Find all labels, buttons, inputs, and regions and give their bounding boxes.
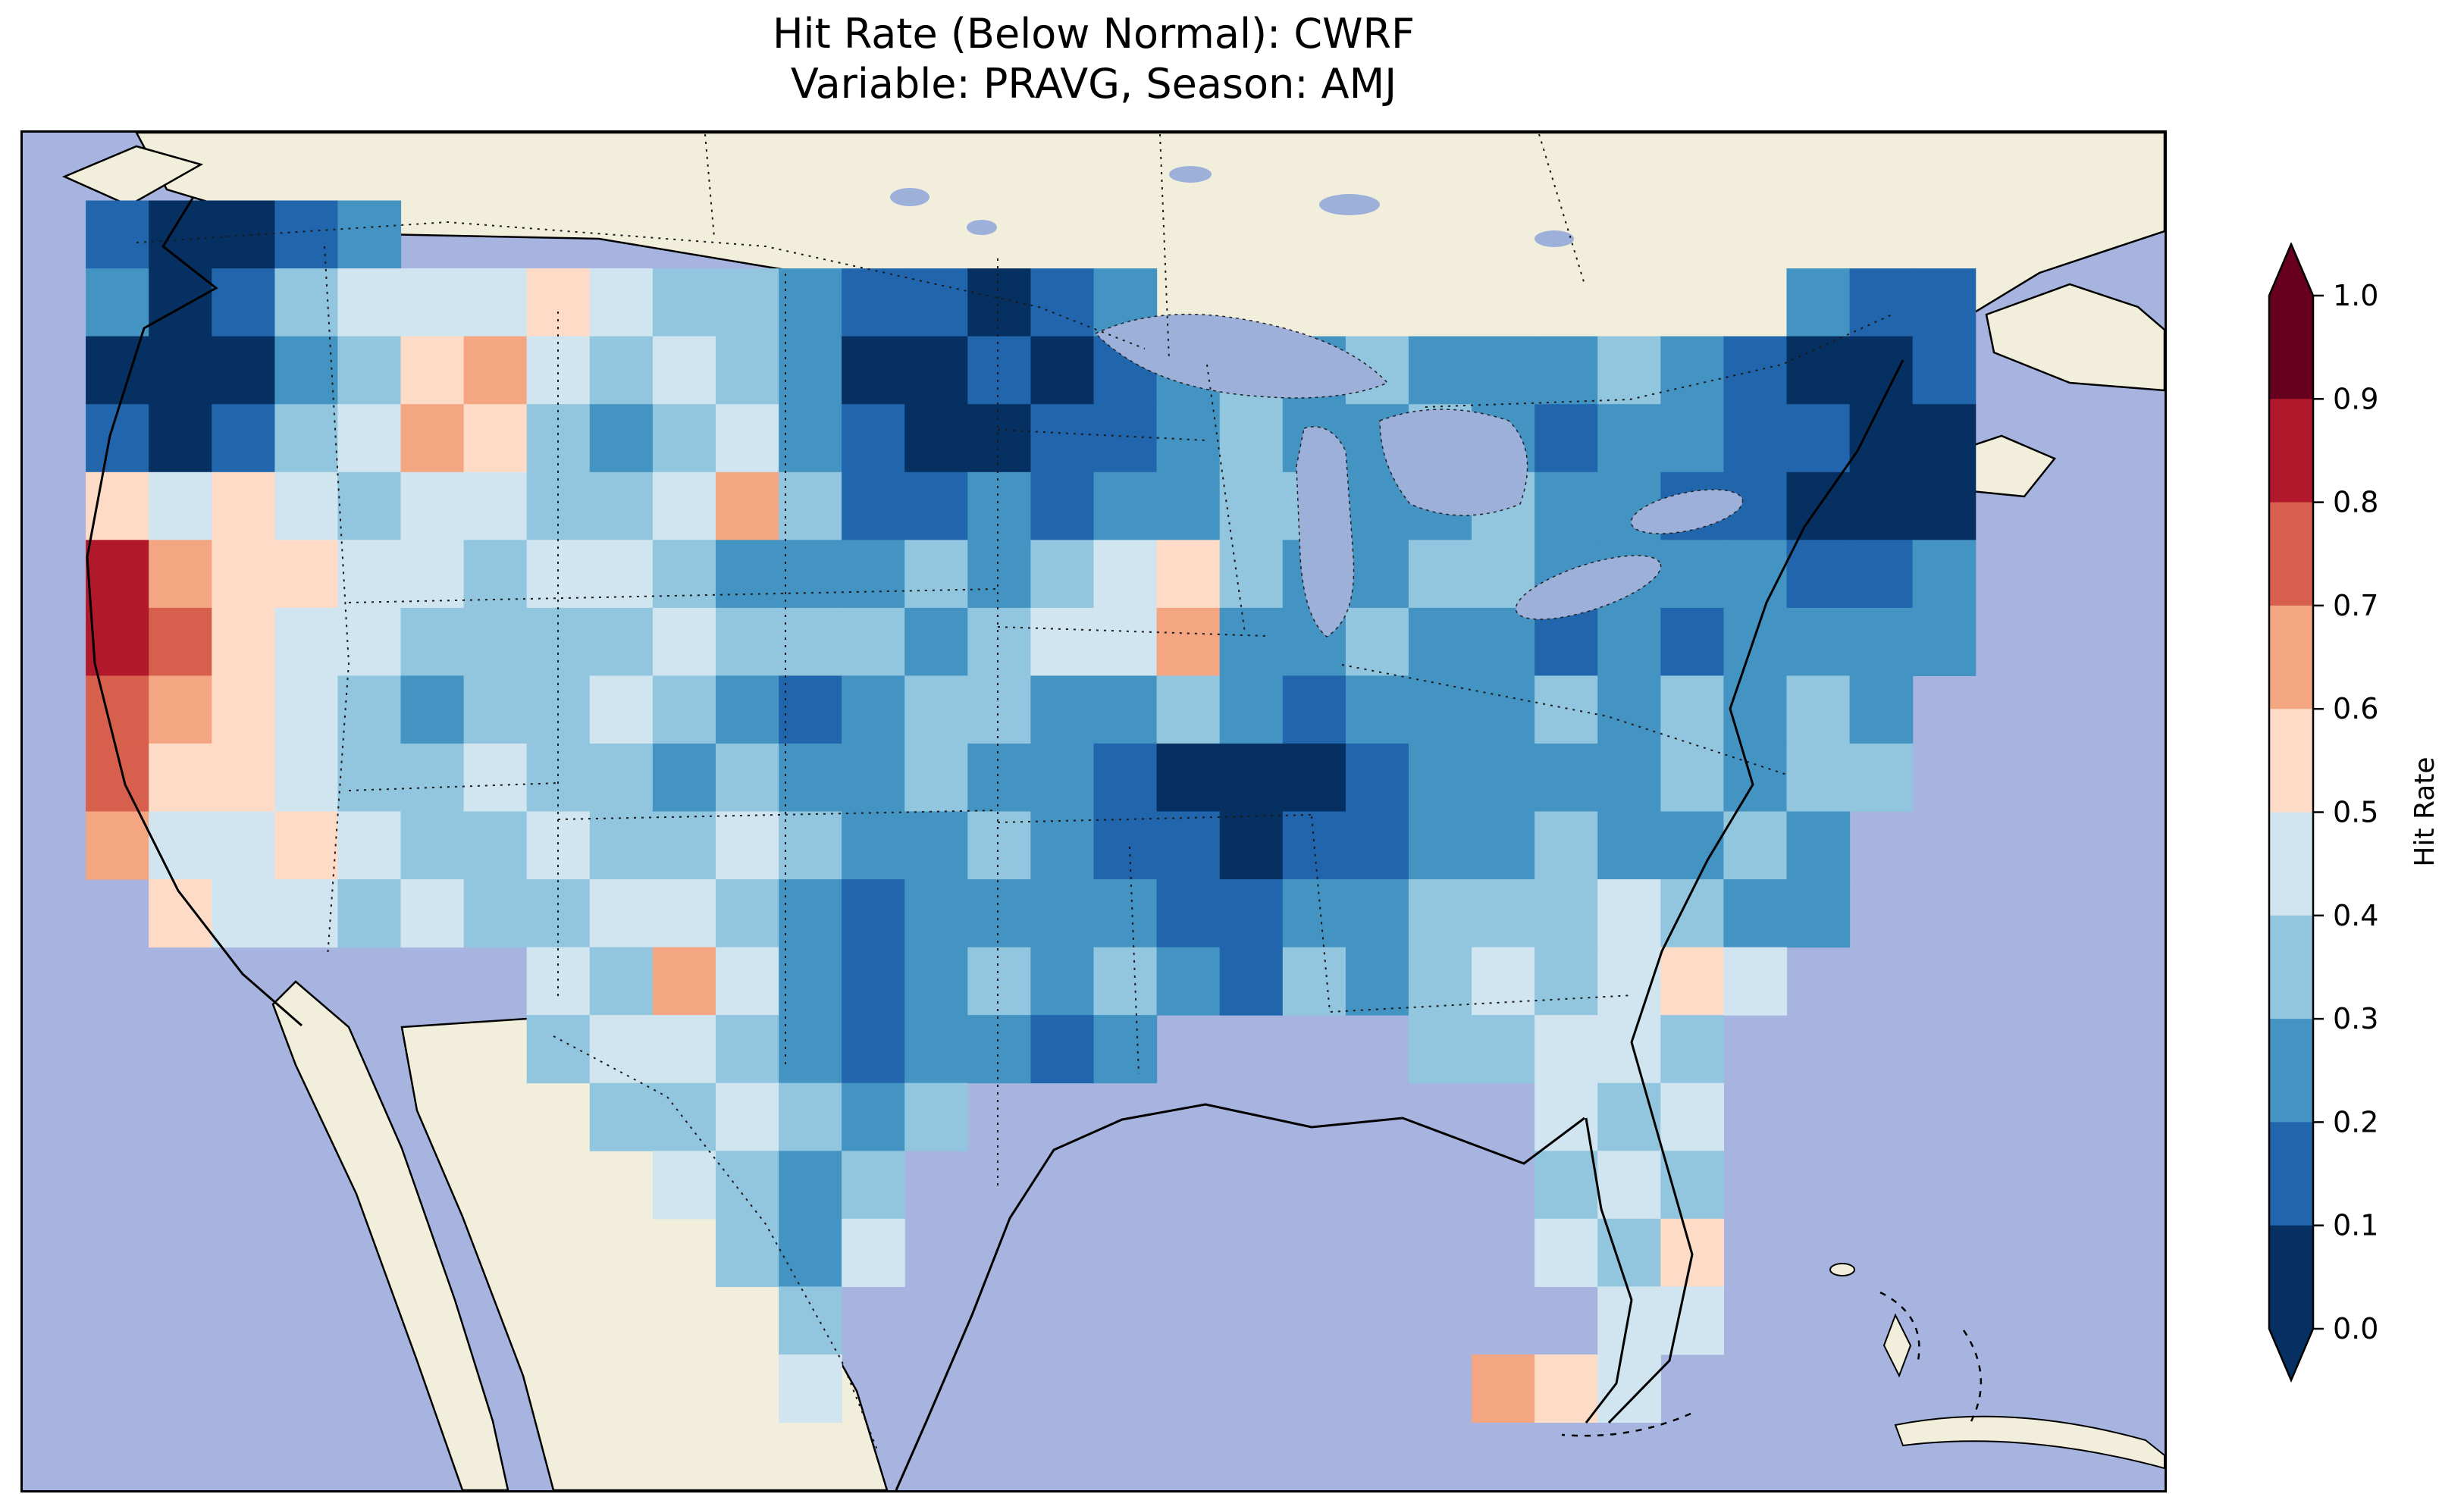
bahamas-island xyxy=(1830,1264,1854,1276)
canadian-lake-icon xyxy=(890,188,929,206)
colorbar-axis-label: Hit Rate xyxy=(2409,756,2440,866)
canadian-lake-icon xyxy=(1169,166,1212,183)
canadian-lake-icon xyxy=(1535,230,1574,247)
colorbar-under-arrow xyxy=(2269,1329,2313,1380)
colorbar-tick-label: 0.9 xyxy=(2333,382,2378,415)
chart-title: Hit Rate (Below Normal): CWRF Variable: … xyxy=(23,9,2165,109)
map-svg xyxy=(23,133,2165,1490)
colorbar-tick-label: 0.8 xyxy=(2333,486,2378,519)
canadian-lake-icon xyxy=(967,220,997,235)
colorbar-tick-label: 0.2 xyxy=(2333,1105,2378,1139)
chart-title-line2: Variable: PRAVG, Season: AMJ xyxy=(23,59,2165,109)
colorbar-tick-label: 0.0 xyxy=(2333,1312,2378,1345)
colorbar-tick-label: 0.7 xyxy=(2333,589,2378,622)
colorbar-tick-label: 0.5 xyxy=(2333,796,2378,829)
figure: { "figure": { "title_line1": "Hit Rate (… xyxy=(0,0,2464,1494)
colorbar-tick-label: 0.4 xyxy=(2333,899,2378,932)
colorbar-tick-label: 0.1 xyxy=(2333,1209,2378,1242)
colorbar-over-arrow xyxy=(2269,244,2313,296)
colorbar-tick-label: 1.0 xyxy=(2333,279,2378,312)
colorbar-svg: 1.0 0.9 0.8 0.7 0.6 0.5 0.4 0.3 0.2 0.1 0.0 Hit Rat… xyxy=(2256,243,2464,1395)
colorbar-tick-label: 0.3 xyxy=(2333,1002,2378,1035)
map-axes xyxy=(20,130,2167,1492)
chart-title-line1: Hit Rate (Below Normal): CWRF xyxy=(23,9,2165,59)
colorbar: 1.0 0.9 0.8 0.7 0.6 0.5 0.4 0.3 0.2 0.1 0.0 Hit Rat… xyxy=(2256,243,2464,1395)
colorbar-tick-label: 0.6 xyxy=(2333,692,2378,725)
canadian-lake-icon xyxy=(1319,194,1380,215)
